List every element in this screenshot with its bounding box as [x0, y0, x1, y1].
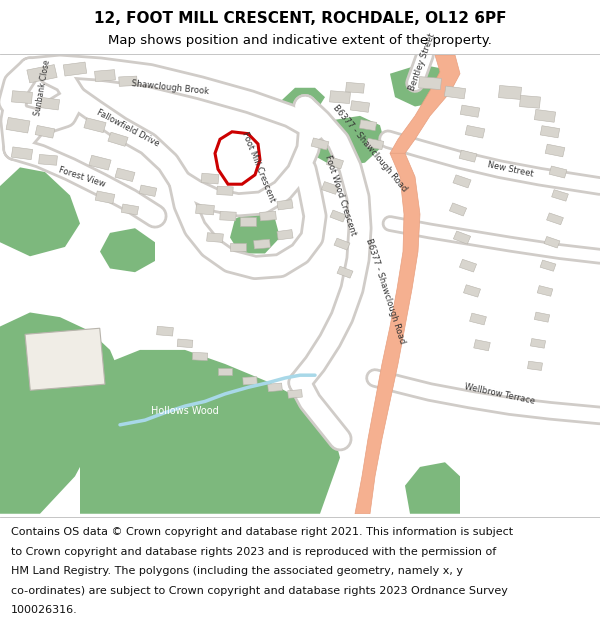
Bar: [527, 361, 542, 371]
Bar: [220, 211, 236, 221]
Bar: [329, 91, 350, 104]
Bar: [95, 69, 115, 81]
Bar: [277, 199, 293, 210]
Bar: [35, 126, 55, 138]
Bar: [454, 231, 470, 244]
Text: Map shows position and indicative extent of the property.: Map shows position and indicative extent…: [108, 34, 492, 47]
Bar: [449, 203, 467, 216]
Text: Contains OS data © Crown copyright and database right 2021. This information is : Contains OS data © Crown copyright and d…: [11, 527, 513, 537]
Bar: [330, 210, 346, 222]
Text: Fallowfield Drive: Fallowfield Drive: [95, 107, 161, 148]
Text: to Crown copyright and database rights 2023 and is reproduced with the permissio: to Crown copyright and database rights 2…: [11, 547, 496, 557]
Text: 100026316.: 100026316.: [11, 605, 77, 615]
Bar: [453, 175, 471, 188]
Bar: [465, 126, 485, 138]
Bar: [217, 186, 233, 196]
Polygon shape: [390, 55, 460, 153]
Bar: [463, 285, 481, 297]
Text: B6377 - Shawclough Road: B6377 - Shawclough Road: [331, 104, 409, 194]
Text: Bentley Street: Bentley Street: [407, 31, 437, 92]
Text: Sunbank Close: Sunbank Close: [32, 59, 52, 116]
Bar: [27, 64, 57, 83]
Bar: [419, 77, 442, 89]
Bar: [551, 190, 568, 201]
Bar: [268, 383, 283, 392]
Bar: [366, 138, 384, 149]
Bar: [240, 217, 256, 226]
Text: Foot Wood Crescent: Foot Wood Crescent: [323, 154, 357, 237]
Bar: [84, 118, 106, 132]
Bar: [40, 98, 59, 110]
Bar: [544, 236, 560, 248]
Text: Shawclough Brook: Shawclough Brook: [131, 79, 209, 96]
Bar: [230, 242, 246, 251]
Bar: [540, 260, 556, 271]
Bar: [115, 168, 135, 181]
Text: Hollows Wood: Hollows Wood: [151, 406, 219, 416]
Bar: [460, 259, 476, 272]
Bar: [535, 109, 556, 123]
Bar: [157, 326, 173, 336]
Bar: [11, 91, 32, 104]
Bar: [337, 266, 353, 278]
Bar: [139, 185, 157, 196]
Bar: [95, 191, 115, 204]
Bar: [537, 286, 553, 296]
Bar: [193, 352, 208, 361]
Bar: [311, 138, 329, 150]
Bar: [540, 126, 560, 138]
Bar: [260, 211, 277, 221]
Bar: [459, 150, 477, 162]
Bar: [25, 328, 105, 391]
Bar: [445, 86, 466, 99]
Bar: [6, 118, 30, 133]
Bar: [277, 229, 293, 240]
Bar: [547, 213, 563, 225]
Bar: [121, 204, 139, 215]
Bar: [359, 120, 377, 131]
Polygon shape: [355, 153, 420, 514]
Bar: [460, 105, 480, 118]
Bar: [287, 389, 302, 398]
Bar: [334, 238, 350, 250]
Bar: [346, 82, 364, 93]
Bar: [218, 368, 232, 375]
Bar: [470, 313, 487, 325]
Bar: [11, 147, 32, 160]
Bar: [520, 96, 541, 108]
Text: HM Land Registry. The polygons (including the associated geometry, namely x, y: HM Land Registry. The polygons (includin…: [11, 566, 463, 576]
Bar: [38, 154, 58, 165]
Bar: [254, 239, 271, 249]
Bar: [545, 144, 565, 157]
Bar: [201, 173, 219, 184]
Text: co-ordinates) are subject to Crown copyright and database rights 2023 Ordnance S: co-ordinates) are subject to Crown copyr…: [11, 586, 508, 596]
Bar: [530, 339, 545, 348]
Text: 12, FOOT MILL CRESCENT, ROCHDALE, OL12 6PF: 12, FOOT MILL CRESCENT, ROCHDALE, OL12 6…: [94, 11, 506, 26]
Bar: [535, 312, 550, 322]
Bar: [63, 62, 87, 76]
Bar: [326, 156, 344, 169]
Bar: [474, 339, 490, 351]
Bar: [119, 76, 137, 86]
Bar: [549, 166, 567, 178]
Bar: [322, 182, 338, 194]
Bar: [350, 101, 370, 112]
Text: B6377 - Shawclough Road: B6377 - Shawclough Road: [364, 237, 406, 345]
Polygon shape: [215, 132, 260, 184]
Bar: [243, 377, 257, 385]
Bar: [89, 155, 111, 170]
Text: New Street: New Street: [486, 160, 534, 179]
Bar: [108, 132, 128, 146]
Bar: [499, 86, 521, 99]
Bar: [206, 232, 223, 242]
Text: Wellbrow Terrace: Wellbrow Terrace: [464, 382, 536, 406]
Bar: [177, 339, 193, 348]
Text: Foot Mill Crescent: Foot Mill Crescent: [240, 131, 276, 204]
Bar: [196, 204, 214, 215]
Text: Forest View: Forest View: [58, 165, 107, 189]
